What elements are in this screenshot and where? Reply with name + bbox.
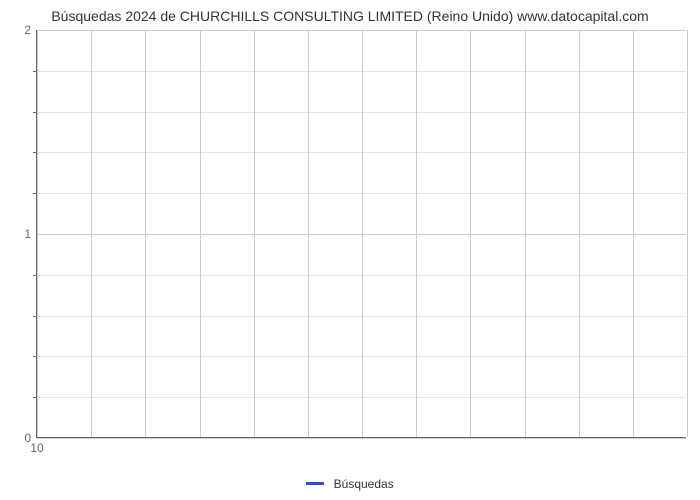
legend: Búsquedas bbox=[0, 470, 700, 491]
gridline-vertical bbox=[37, 30, 38, 437]
gridline-vertical bbox=[362, 30, 363, 437]
y-axis-tick-label: 1 bbox=[24, 227, 31, 241]
y-axis-minor-tick bbox=[33, 316, 37, 317]
plot-area: 01210 bbox=[36, 30, 686, 438]
y-axis-minor-tick bbox=[33, 71, 37, 72]
y-axis-tick-label: 2 bbox=[24, 23, 31, 37]
gridline-vertical bbox=[687, 30, 688, 437]
gridline-horizontal bbox=[37, 438, 686, 439]
gridline-vertical bbox=[416, 30, 417, 437]
chart-title: Búsquedas 2024 de CHURCHILLS CONSULTING … bbox=[0, 0, 700, 30]
y-axis-minor-tick bbox=[33, 193, 37, 194]
gridline-vertical bbox=[579, 30, 580, 437]
gridline-vertical bbox=[525, 30, 526, 437]
y-axis-minor-tick bbox=[33, 356, 37, 357]
y-axis-minor-tick bbox=[33, 275, 37, 276]
gridline-vertical bbox=[470, 30, 471, 437]
gridline-vertical bbox=[145, 30, 146, 437]
y-axis-minor-tick bbox=[33, 152, 37, 153]
gridline-vertical bbox=[91, 30, 92, 437]
gridline-vertical bbox=[254, 30, 255, 437]
gridline-vertical bbox=[308, 30, 309, 437]
chart-container: 01210 bbox=[0, 30, 700, 470]
gridline-vertical bbox=[633, 30, 634, 437]
legend-label: Búsquedas bbox=[334, 477, 394, 491]
legend-swatch bbox=[306, 482, 324, 485]
x-axis-tick-label: 10 bbox=[30, 441, 43, 455]
y-axis-minor-tick bbox=[33, 112, 37, 113]
y-axis-minor-tick bbox=[33, 397, 37, 398]
gridline-vertical bbox=[200, 30, 201, 437]
